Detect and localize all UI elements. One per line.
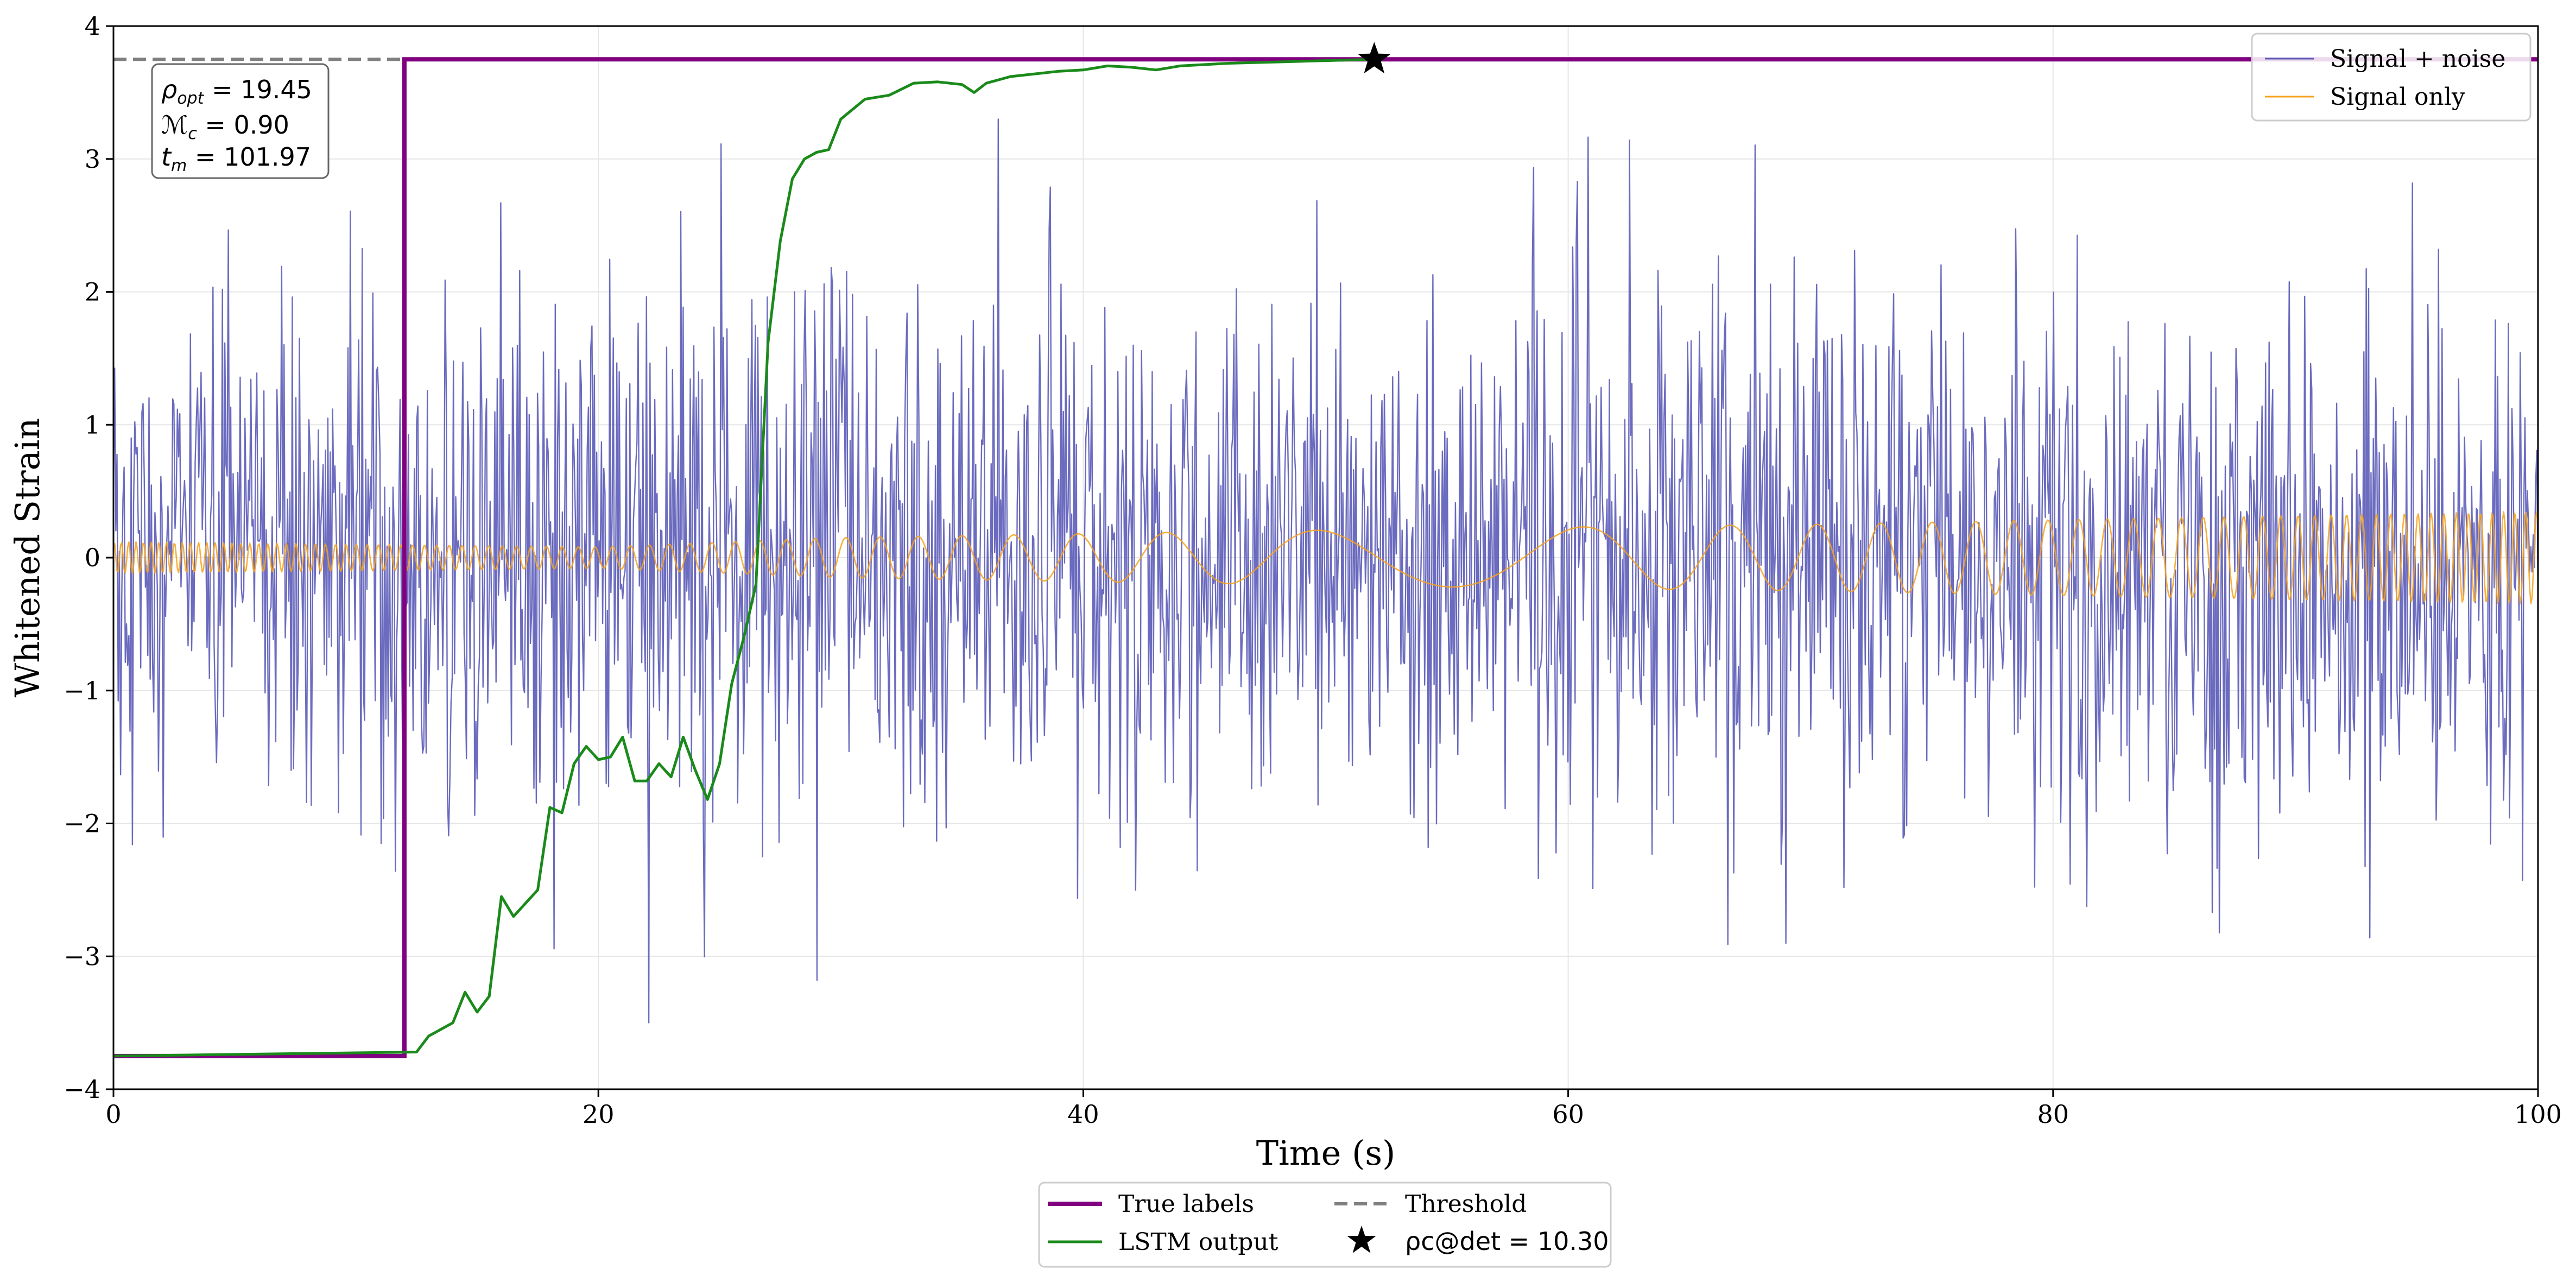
true-labels-line [113,57,2538,1058]
legend-signal-only-label: Signal only [2330,83,2465,111]
legend-rho-det-label: ρc@det = 10.30 [1405,1227,1609,1256]
x-tick-label: 100 [2514,1100,2562,1129]
legend-lstm-label: LSTM output [1118,1228,1278,1256]
y-tick-label: −4 [64,1075,100,1104]
annotation-rho-opt: ρopt = 19.45 [161,75,312,108]
legend-true-labels-label: True labels [1118,1190,1254,1218]
y-tick-label: 2 [85,277,100,307]
annotation-box [151,63,330,179]
y-axis-ticks: −4 −3 −2 −1 0 1 2 3 4 [64,11,113,1104]
annotation-tm: tm = 101.97 [161,142,311,175]
x-tick-label: 60 [1552,1100,1584,1129]
y-axis-title: Whitened Strain [8,418,47,698]
legend-lower-box [1038,1182,1612,1268]
legend-threshold-label: Threshold [1405,1190,1527,1218]
x-axis-title: Time (s) [1256,1133,1396,1173]
parameter-annotation: ρopt = 19.45 ℳc = 0.90 tm = 101.97 [151,63,330,179]
x-tick-label: 80 [2037,1100,2069,1129]
legend-upper: Signal + noise Signal only [2251,33,2531,122]
y-tick-label: 0 [85,543,100,572]
annotation-mc: ℳc = 0.90 [161,110,289,143]
y-tick-label: −1 [64,676,100,705]
signal-noise-line [113,118,2538,1024]
x-tick-label: 20 [583,1100,615,1129]
y-tick-label: −2 [64,809,100,838]
legend-signal-noise-label: Signal + noise [2330,45,2505,73]
y-tick-label: 1 [85,410,100,439]
lstm-output-line [113,58,1375,1058]
x-tick-label: 0 [105,1100,121,1129]
y-tick-label: −3 [64,942,100,971]
y-tick-label: 4 [85,11,100,41]
legend-star-marker [1347,1226,1376,1253]
signal-only-line [113,511,2538,605]
x-tick-label: 40 [1067,1100,1099,1129]
detection-star-marker [1357,42,1391,74]
x-axis-ticks: 0 20 40 60 80 100 [105,1089,2562,1129]
legend-upper-box [2251,33,2531,122]
y-tick-label: 3 [85,144,100,174]
legend-lower: True labels LSTM output Threshold ρc@det… [1038,1182,1612,1268]
